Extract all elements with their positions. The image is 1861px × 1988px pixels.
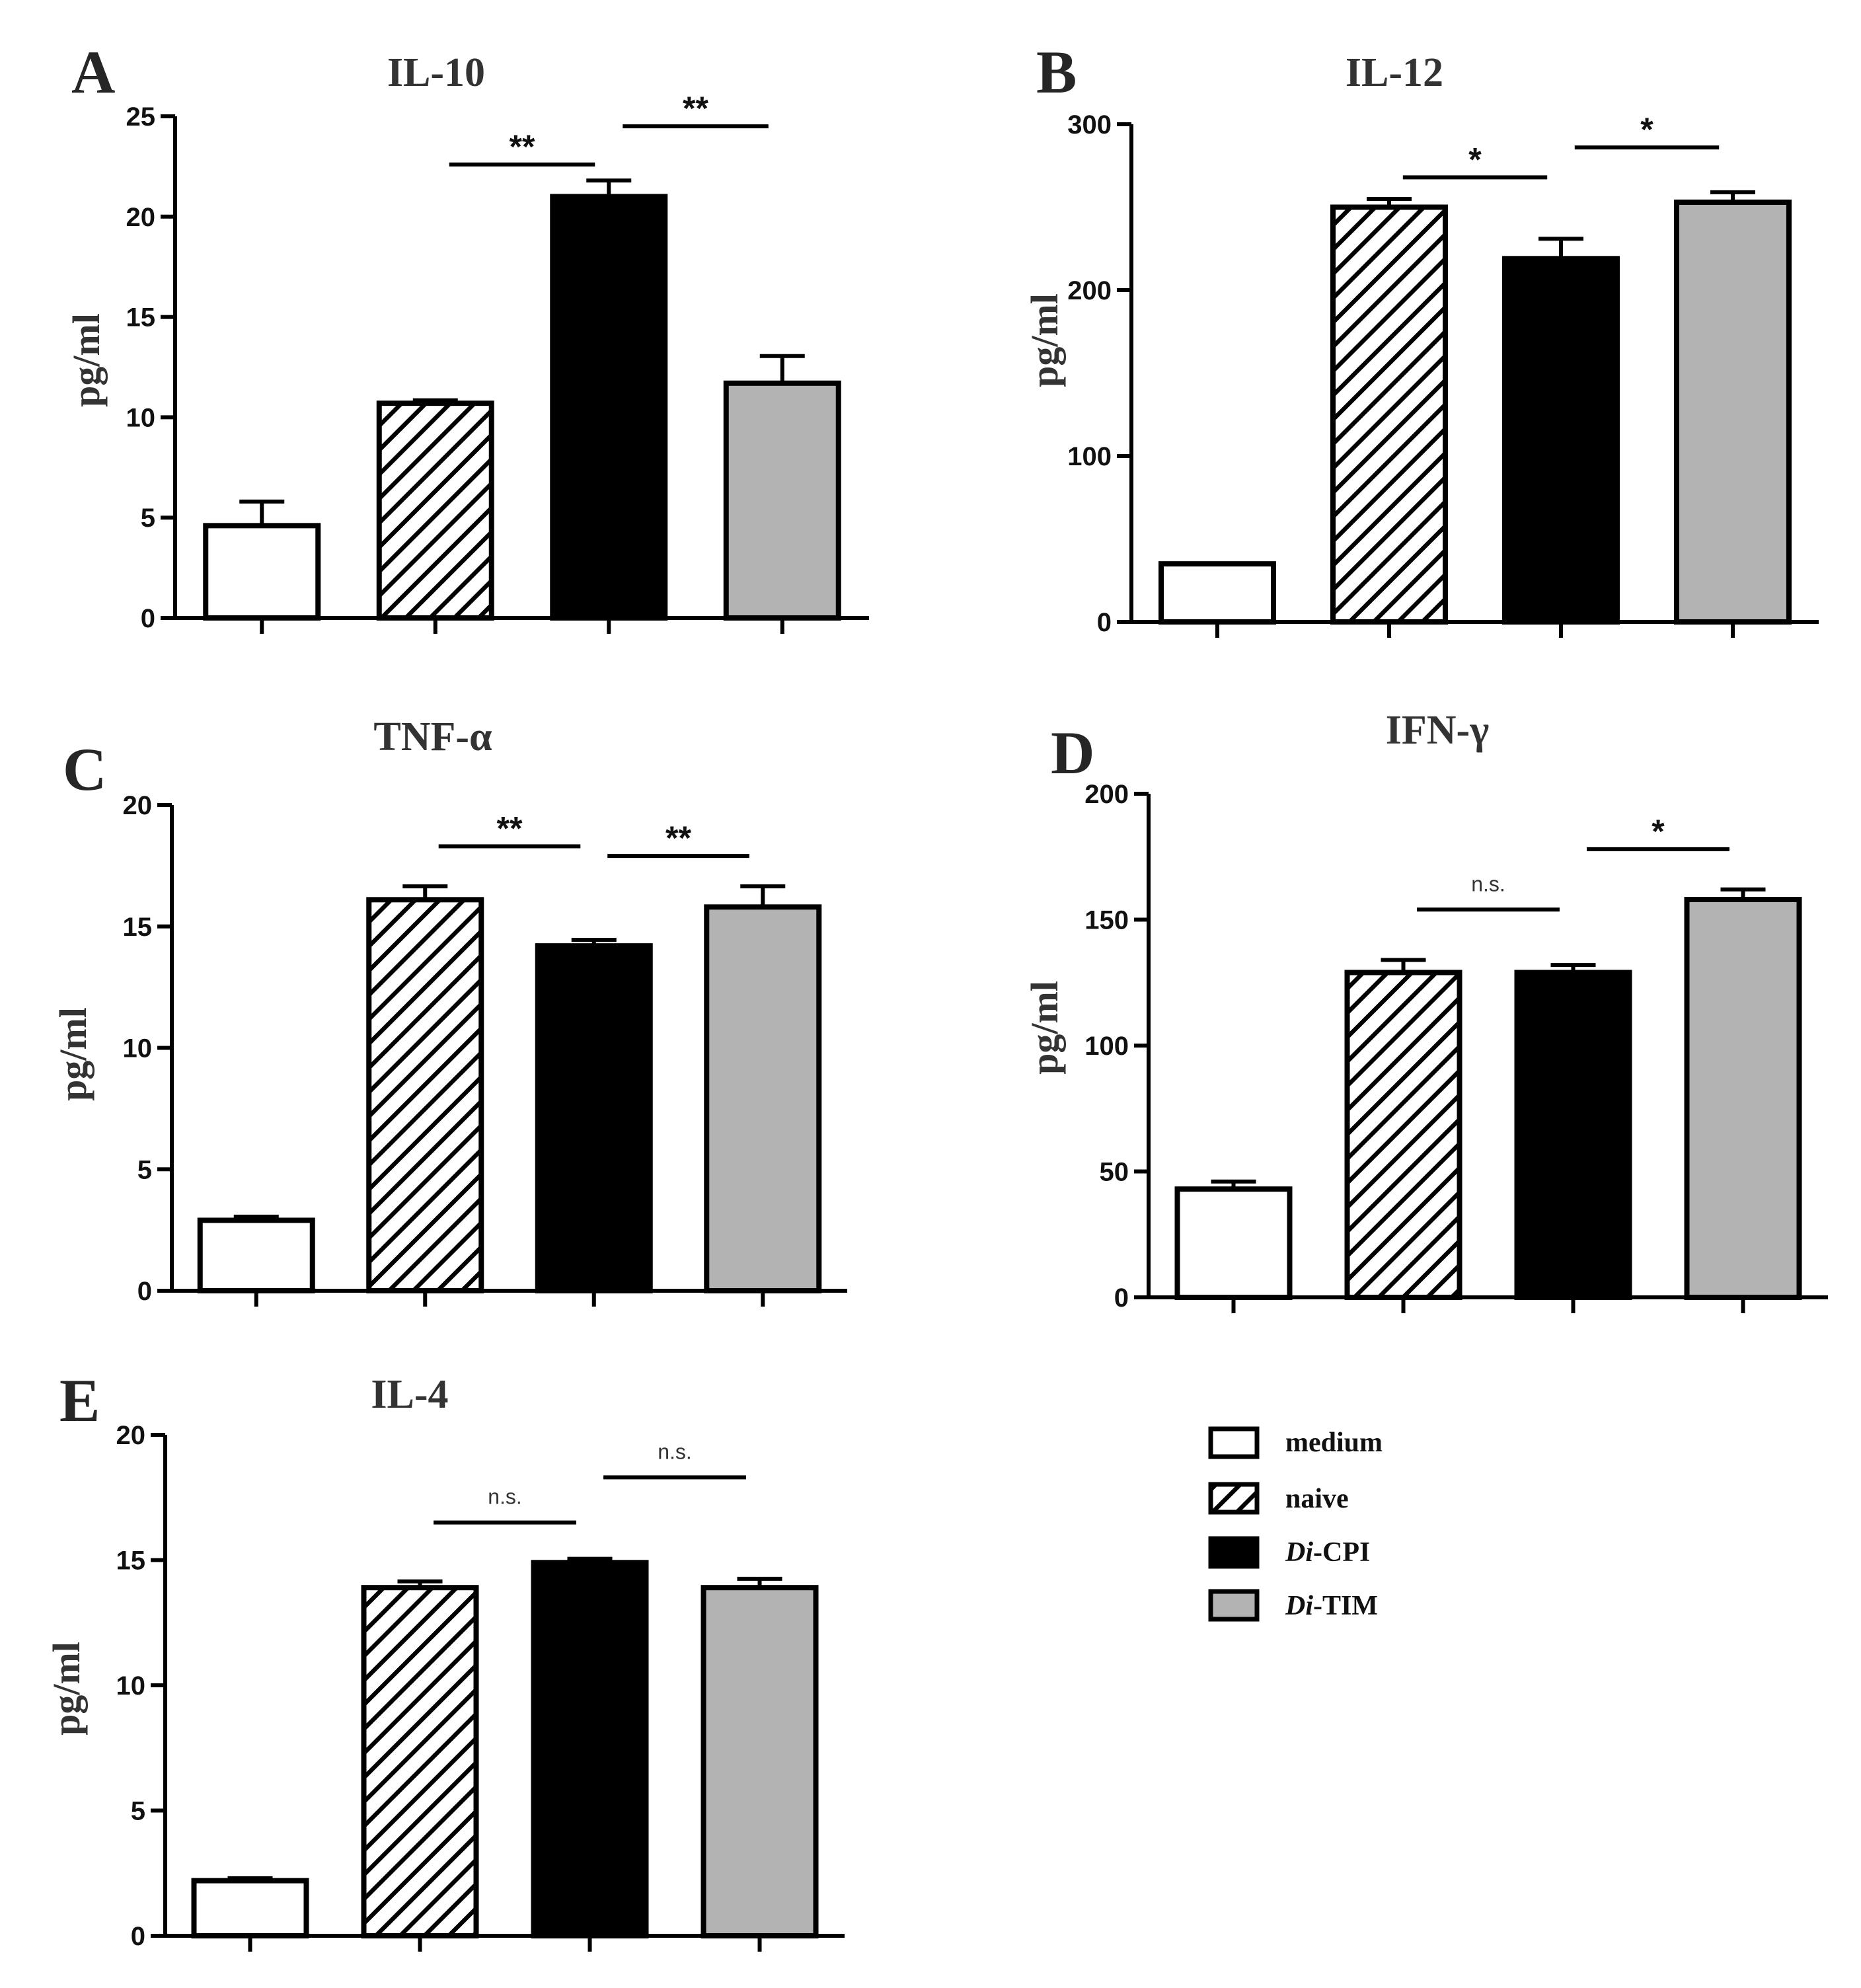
y-tick-label-e-1: 5 xyxy=(131,1797,145,1826)
y-tick-label-b-1: 100 xyxy=(1067,442,1112,471)
bar-a-di-tim xyxy=(723,380,841,621)
chart-title-b: IL-12 xyxy=(1346,50,1443,95)
bar-c-di-cpi xyxy=(535,943,653,1293)
bar-d-di-cpi xyxy=(1514,970,1632,1300)
bar-b-di-cpi xyxy=(1502,256,1620,625)
chart-title-e: IL-4 xyxy=(371,1372,448,1417)
bar-d-di-tim xyxy=(1684,897,1802,1300)
bar-e-naive xyxy=(361,1585,479,1938)
bar-e-di-tim xyxy=(701,1585,819,1938)
y-tick-label-c-3: 15 xyxy=(123,913,153,942)
legend-label-medium: medium xyxy=(1285,1428,1383,1458)
y-tick-label-e-3: 15 xyxy=(116,1547,146,1576)
chart-panel-d: D IFN-γ pg/ml 0 50 100 150 200 n.s. * xyxy=(1023,708,1828,1313)
y-tick-label-a-3: 15 xyxy=(126,303,156,332)
bar-b-medium xyxy=(1158,561,1276,625)
y-tick-label-b-0: 0 xyxy=(1097,608,1112,637)
significance-label-d-0: n.s. xyxy=(1471,872,1505,896)
legend-item-naive: naive xyxy=(1208,1482,1349,1515)
y-tick-label-b-2: 200 xyxy=(1067,276,1112,305)
y-tick-label-d-0: 0 xyxy=(1114,1283,1129,1313)
significance-label-c-1: ** xyxy=(665,820,691,857)
panel-letter-a: A xyxy=(71,38,115,106)
y-tick-label-c-0: 0 xyxy=(137,1277,152,1306)
bar-e-medium xyxy=(191,1878,309,1939)
chart-title-a: IL-10 xyxy=(387,50,485,95)
y-tick-label-e-4: 20 xyxy=(116,1421,146,1450)
y-tick-label-a-2: 10 xyxy=(126,403,156,432)
y-tick-label-a-4: 20 xyxy=(126,203,156,232)
significance-label-e-0: n.s. xyxy=(488,1485,522,1509)
legend: medium naive Di-CPI Di-TIM xyxy=(1208,1426,1383,1622)
plot-area-b: 0 100 200 300 * * xyxy=(1067,110,1819,638)
legend-swatch-di-tim xyxy=(1208,1589,1260,1622)
significance-label-e-1: n.s. xyxy=(658,1439,692,1463)
legend-item-di-cpi: Di-CPI xyxy=(1208,1536,1370,1569)
plot-area-a: 0 5 10 15 20 25 ** ** xyxy=(126,90,869,634)
legend-swatch-medium xyxy=(1208,1426,1260,1459)
panel-letter-b: B xyxy=(1036,38,1077,106)
chart-title-d: IFN-γ xyxy=(1386,708,1489,753)
y-axis-label-a: pg/ml xyxy=(65,313,108,407)
significance-label-c-0: ** xyxy=(497,810,523,847)
y-axis-label-b: pg/ml xyxy=(1023,293,1066,387)
plot-area-d: 0 50 100 150 200 n.s. * xyxy=(1084,780,1828,1313)
bar-d-medium xyxy=(1174,1186,1293,1301)
chart-panel-e: E IL-4 pg/ml 0 5 10 15 20 n.s. n.s. xyxy=(45,1367,845,1952)
bar-b-naive xyxy=(1330,204,1448,625)
significance-label-b-0: * xyxy=(1468,141,1482,178)
significance-label-a-0: ** xyxy=(510,128,535,165)
chart-panel-c: C TNF-α pg/ml 0 5 10 15 20 ** ** xyxy=(52,714,847,1307)
bar-b-di-tim xyxy=(1674,199,1792,625)
y-tick-label-e-2: 10 xyxy=(116,1671,146,1701)
plot-area-e: 0 5 10 15 20 n.s. n.s. xyxy=(116,1421,845,1952)
y-tick-label-c-1: 5 xyxy=(137,1155,152,1184)
y-tick-label-c-2: 10 xyxy=(123,1034,153,1063)
panel-letter-c: C xyxy=(63,736,106,803)
y-tick-label-a-0: 0 xyxy=(141,604,155,633)
bar-a-naive xyxy=(376,401,494,621)
significance-label-b-1: * xyxy=(1640,111,1653,148)
bar-e-di-cpi xyxy=(531,1560,649,1939)
y-tick-label-a-5: 25 xyxy=(126,102,156,132)
y-axis-label-c: pg/ml xyxy=(52,1007,95,1101)
legend-item-medium: medium xyxy=(1208,1426,1383,1459)
significance-label-a-1: ** xyxy=(683,90,708,127)
chart-panel-a: A IL-10 pg/ml 0 5 10 15 20 25 ** ** xyxy=(65,38,869,634)
bar-c-di-tim xyxy=(704,904,822,1293)
significance-label-d-1: * xyxy=(1652,813,1665,850)
y-tick-label-d-4: 200 xyxy=(1084,780,1129,809)
bar-c-medium xyxy=(197,1217,315,1294)
y-axis-label-e: pg/ml xyxy=(45,1642,88,1736)
panel-letter-e: E xyxy=(59,1367,100,1434)
bar-a-di-cpi xyxy=(550,194,668,621)
legend-label-di-cpi: Di-CPI xyxy=(1285,1537,1370,1568)
bar-a-medium xyxy=(203,523,321,621)
chart-title-c: TNF-α xyxy=(373,714,492,759)
legend-swatch-di-cpi xyxy=(1208,1536,1260,1569)
y-axis-label-d: pg/ml xyxy=(1023,981,1066,1075)
y-tick-label-a-1: 5 xyxy=(141,504,155,533)
y-tick-label-e-0: 0 xyxy=(131,1922,145,1951)
chart-panel-b: B IL-12 pg/ml 0 100 200 300 * * xyxy=(1023,38,1819,638)
legend-swatch-naive xyxy=(1208,1482,1260,1515)
legend-label-naive: naive xyxy=(1285,1484,1349,1514)
y-tick-label-b-3: 300 xyxy=(1067,110,1112,139)
bar-c-naive xyxy=(366,897,484,1293)
plot-area-c: 0 5 10 15 20 ** ** xyxy=(123,791,847,1307)
y-tick-label-d-1: 50 xyxy=(1100,1158,1129,1187)
y-tick-label-d-2: 100 xyxy=(1084,1032,1129,1061)
legend-label-di-tim: Di-TIM xyxy=(1285,1591,1378,1621)
panel-letter-d: D xyxy=(1051,719,1094,786)
bar-d-naive xyxy=(1344,970,1462,1300)
y-tick-label-d-3: 150 xyxy=(1084,906,1129,935)
legend-item-di-tim: Di-TIM xyxy=(1208,1589,1378,1622)
y-tick-label-c-4: 20 xyxy=(123,791,153,820)
